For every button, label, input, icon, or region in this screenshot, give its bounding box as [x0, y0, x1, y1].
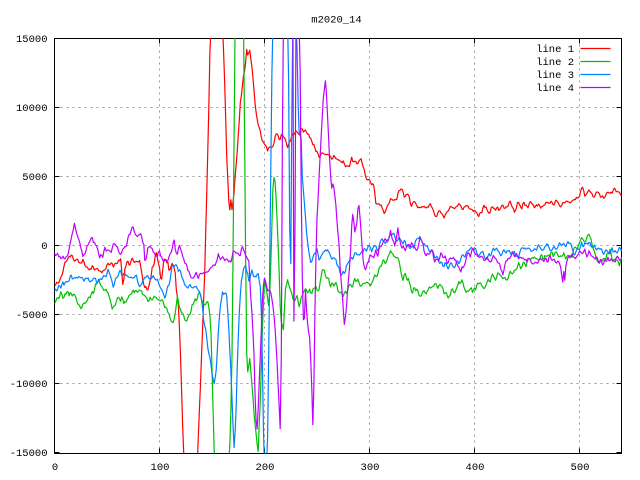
- svg-text:5000: 5000: [22, 172, 47, 184]
- svg-text:m2020_14: m2020_14: [311, 15, 361, 27]
- svg-text:-10000: -10000: [10, 379, 48, 391]
- svg-text:line 4: line 4: [536, 83, 574, 95]
- svg-text:100: 100: [151, 462, 170, 474]
- svg-text:line 1: line 1: [536, 44, 574, 56]
- svg-text:-15000: -15000: [10, 448, 48, 460]
- svg-text:line 2: line 2: [536, 57, 574, 69]
- svg-text:400: 400: [466, 462, 485, 474]
- svg-text:line 3: line 3: [536, 70, 574, 82]
- svg-text:-5000: -5000: [16, 310, 48, 322]
- svg-text:500: 500: [571, 462, 590, 474]
- svg-text:10000: 10000: [16, 103, 48, 115]
- svg-text:15000: 15000: [16, 34, 48, 46]
- svg-text:0: 0: [41, 241, 47, 253]
- svg-text:300: 300: [361, 462, 380, 474]
- svg-text:0: 0: [52, 462, 58, 474]
- svg-text:200: 200: [256, 462, 275, 474]
